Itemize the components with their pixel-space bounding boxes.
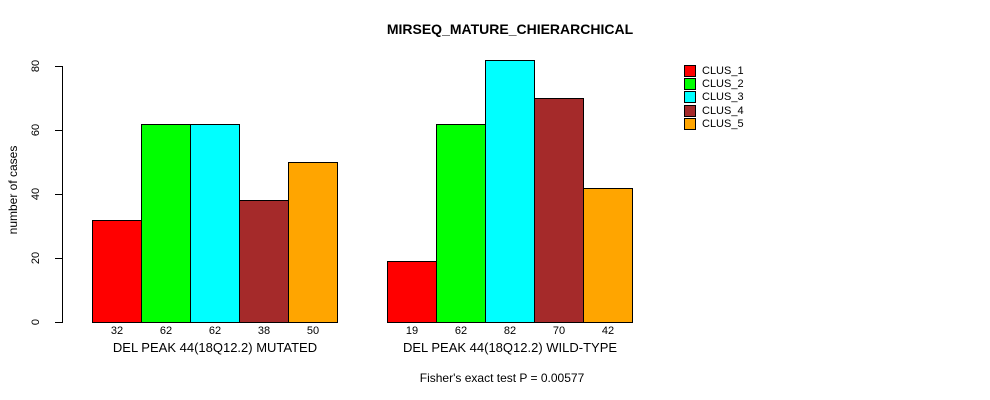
y-tick — [55, 194, 62, 195]
y-tick — [55, 322, 62, 323]
bar-value-label: 70 — [552, 325, 566, 337]
bar — [141, 124, 191, 323]
bar-value-label: 38 — [257, 325, 271, 337]
legend-item: CLUS_1 — [684, 65, 744, 77]
group-label: DEL PEAK 44(18Q12.2) MUTATED — [112, 340, 318, 355]
bar-value-label: 62 — [454, 325, 468, 337]
y-tick-label: 40 — [30, 187, 42, 201]
bar-value-label: 32 — [110, 325, 124, 337]
bar-value-label: 62 — [159, 325, 173, 337]
group-label: DEL PEAK 44(18Q12.2) WILD-TYPE — [402, 340, 618, 355]
legend-swatch — [684, 118, 696, 130]
legend-item: CLUS_4 — [684, 105, 744, 117]
bar-value-label: 42 — [601, 325, 615, 337]
bar — [239, 200, 289, 323]
chart-title: MIRSEQ_MATURE_CHIERARCHICAL — [386, 21, 634, 37]
y-axis-line — [62, 66, 63, 323]
legend-swatch — [684, 91, 696, 103]
legend-item: CLUS_2 — [684, 78, 744, 90]
legend-item: CLUS_5 — [684, 118, 744, 130]
legend-label: CLUS_2 — [702, 78, 744, 90]
bar — [387, 261, 437, 323]
legend-swatch — [684, 105, 696, 117]
bar — [436, 124, 486, 323]
bar-value-label: 62 — [208, 325, 222, 337]
bar-value-label: 50 — [306, 325, 320, 337]
y-tick — [55, 130, 62, 131]
annotation-text: Fisher's exact test P = 0.00577 — [419, 371, 585, 385]
y-tick-label: 20 — [30, 251, 42, 265]
bar — [190, 124, 240, 323]
legend-swatch — [684, 78, 696, 90]
legend-label: CLUS_3 — [702, 91, 744, 103]
legend-swatch — [684, 65, 696, 77]
bar — [485, 60, 535, 323]
bar — [583, 188, 633, 323]
y-tick — [55, 258, 62, 259]
bar-value-label: 82 — [503, 325, 517, 337]
bar — [92, 220, 142, 323]
legend-label: CLUS_4 — [702, 105, 744, 117]
bar-value-label: 19 — [405, 325, 419, 337]
legend-item: CLUS_3 — [684, 91, 744, 103]
y-tick-label: 0 — [30, 318, 42, 326]
y-tick — [55, 66, 62, 67]
y-axis-title: number of cases — [6, 145, 20, 235]
legend-label: CLUS_5 — [702, 118, 744, 130]
y-tick-label: 80 — [30, 59, 42, 73]
legend-label: CLUS_1 — [702, 65, 744, 77]
bar — [288, 162, 338, 323]
bar — [534, 98, 584, 323]
y-tick-label: 60 — [30, 123, 42, 137]
